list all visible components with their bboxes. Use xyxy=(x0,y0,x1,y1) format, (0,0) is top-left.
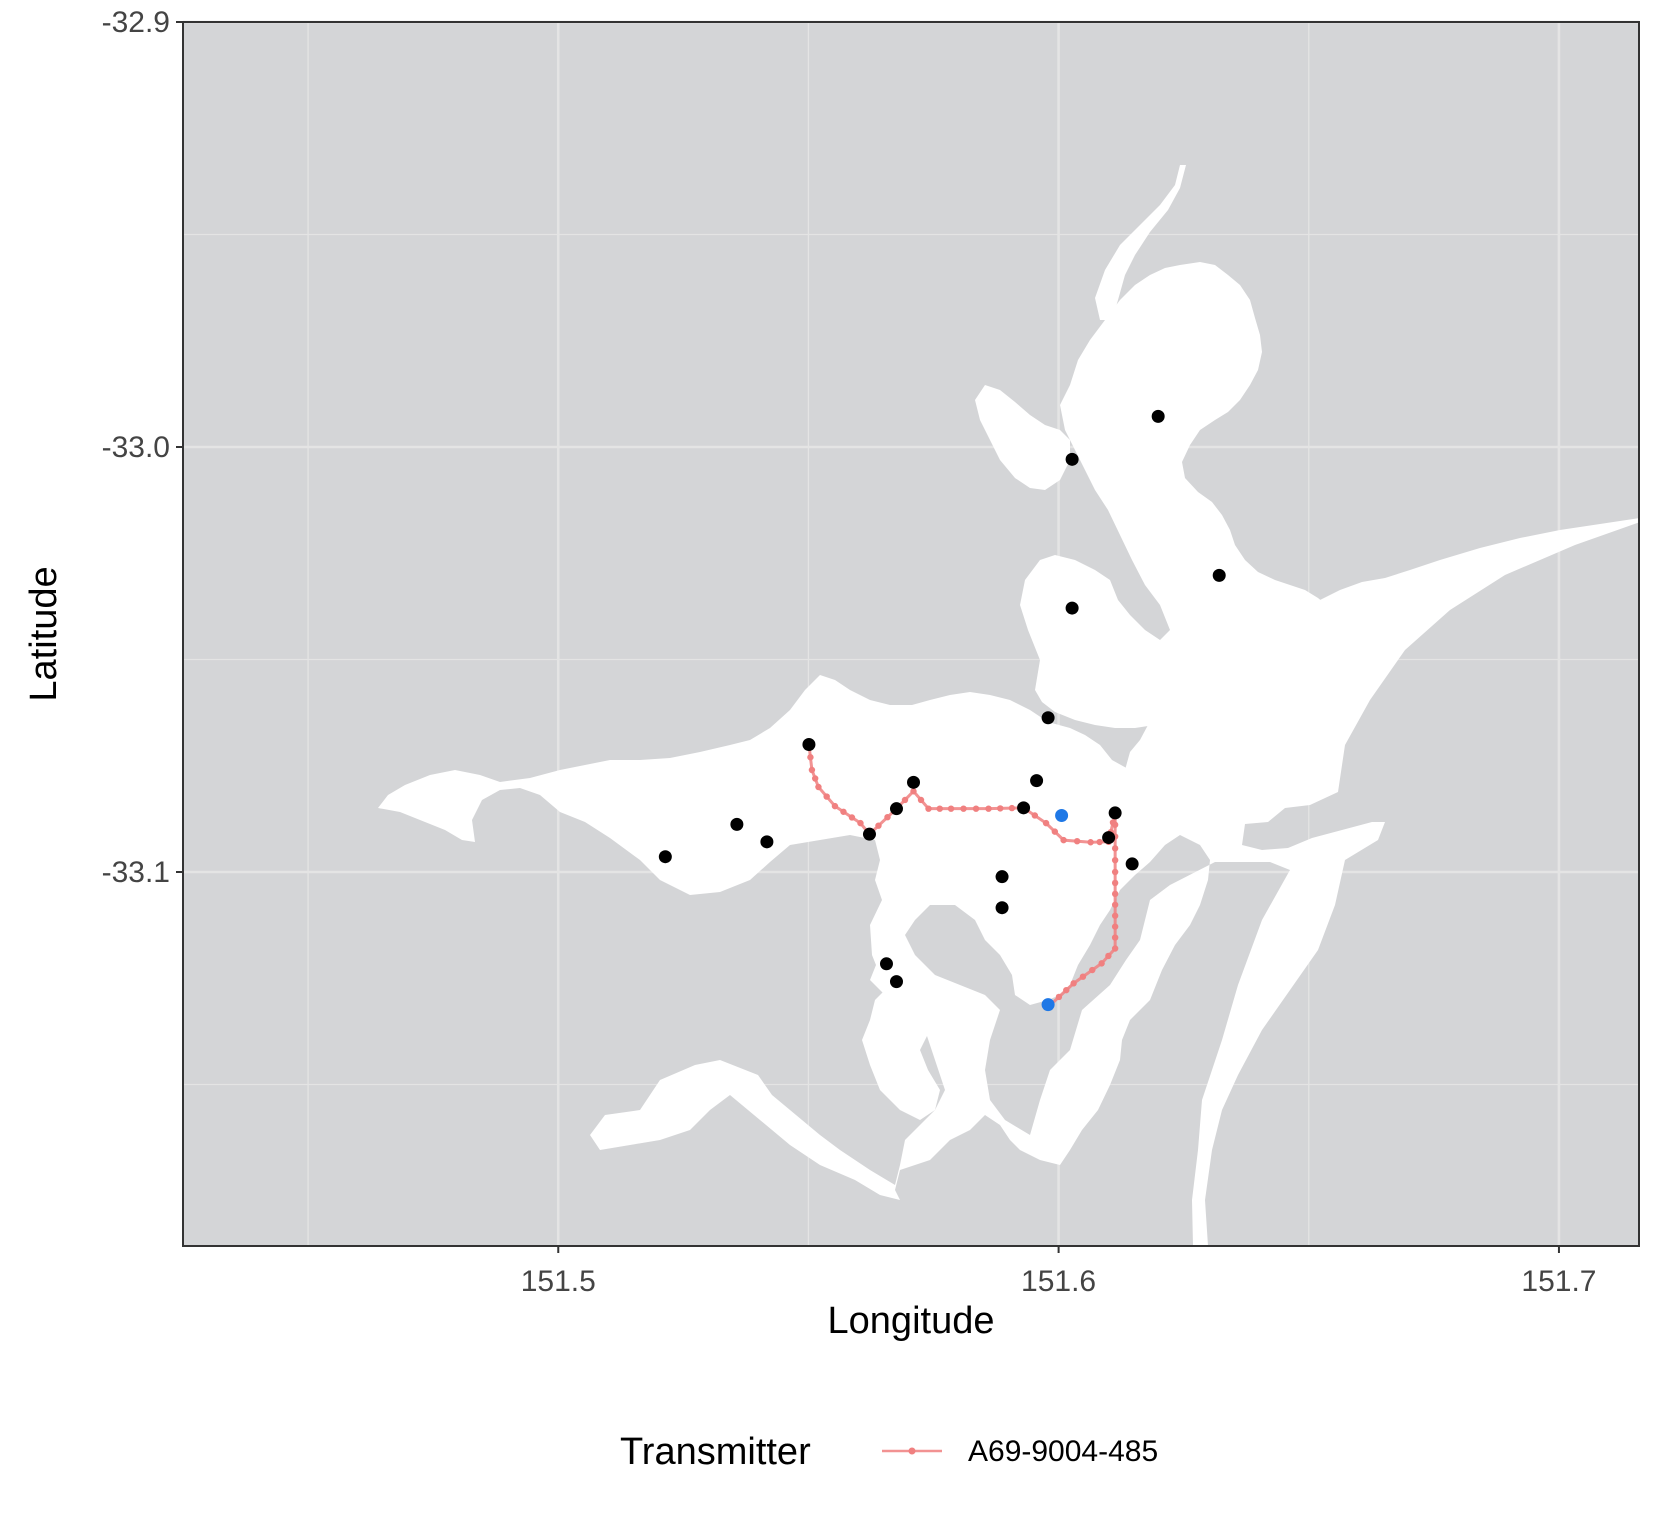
track-line xyxy=(807,744,1117,1005)
track-point xyxy=(1111,945,1119,952)
water-body-north-arm xyxy=(1020,262,1340,728)
x-axis-title: Longitude xyxy=(828,1300,995,1342)
receiver-station-point xyxy=(730,817,744,831)
receiver-station-point xyxy=(1212,568,1226,582)
receiver-station-point xyxy=(1102,831,1116,845)
track-point xyxy=(1105,952,1112,960)
receiver-station-point xyxy=(879,957,893,971)
track-point xyxy=(925,805,932,812)
track-point xyxy=(936,805,943,812)
track-point xyxy=(1089,966,1096,974)
track-point xyxy=(1042,819,1050,827)
water-body-estuary xyxy=(378,675,1200,1120)
receiver-station-point xyxy=(1108,806,1122,820)
track-point xyxy=(1087,839,1094,846)
track-point xyxy=(972,805,980,812)
track-point xyxy=(1051,828,1059,835)
receiver-station-point xyxy=(760,835,774,849)
water-layer xyxy=(378,165,1639,1246)
receiver-station-point xyxy=(658,850,672,864)
track-point xyxy=(1079,973,1087,980)
x-tick-label: 151.7 xyxy=(1521,1265,1596,1298)
receiver-station-point xyxy=(1030,774,1044,788)
track-point xyxy=(1111,845,1119,852)
track-point xyxy=(808,766,816,774)
track-point xyxy=(960,805,967,812)
y-axis-title: Latitude xyxy=(23,566,65,701)
legend-key-point xyxy=(908,1447,916,1455)
receiver-station-point xyxy=(1125,857,1139,871)
track-point xyxy=(1070,980,1077,987)
panel-border xyxy=(182,21,1640,1247)
track-point xyxy=(807,754,814,761)
track-point xyxy=(1111,934,1119,941)
y-tick-label: -33.1 xyxy=(102,856,170,889)
track-point xyxy=(1111,901,1119,908)
receiver-station-point xyxy=(802,738,816,751)
x-tick-label: 151.6 xyxy=(1021,1265,1096,1298)
y-tick-label: -33.0 xyxy=(102,431,170,464)
legend-entry-label: A69-9004-485 xyxy=(968,1435,1158,1468)
track-point xyxy=(1111,879,1119,887)
track-point xyxy=(947,805,955,812)
receiver-station-point xyxy=(995,870,1009,884)
track-point xyxy=(910,788,917,795)
track-point xyxy=(815,783,822,791)
track-point xyxy=(884,813,891,821)
water-body-west-inlet xyxy=(975,385,1070,490)
receiver-station-point xyxy=(907,775,921,789)
receiver-station-point xyxy=(862,827,876,841)
track-point xyxy=(1111,912,1119,919)
track-point xyxy=(1008,804,1016,812)
track-point xyxy=(1111,923,1119,930)
track-endpoint-point xyxy=(1055,808,1069,822)
track-point xyxy=(1031,812,1039,819)
water-body-north-upper xyxy=(1095,165,1186,320)
x-tick-label: 151.5 xyxy=(521,1265,596,1298)
receiver-station-point xyxy=(1065,452,1079,466)
track-point xyxy=(811,775,819,782)
track-point xyxy=(997,805,1004,812)
track-point xyxy=(1098,960,1105,967)
axis-ticks: 151.5 151.6 151.7 -32.9 -33.0 -33.1 xyxy=(102,6,1597,1298)
track-point xyxy=(985,805,992,812)
track-point xyxy=(1111,821,1119,828)
track-point xyxy=(857,819,864,827)
track-point xyxy=(1060,836,1067,844)
receiver-station-point xyxy=(889,802,903,816)
receiver-station-point xyxy=(1065,601,1079,615)
track-point xyxy=(1111,890,1119,898)
track-point xyxy=(917,796,925,804)
track-point xyxy=(875,822,882,829)
track-point xyxy=(848,814,856,821)
track-point xyxy=(901,796,909,804)
endpoint-layer xyxy=(1041,808,1069,1012)
track-point xyxy=(1073,837,1081,845)
legend-title: Transmitter xyxy=(620,1431,811,1473)
receiver-station-point xyxy=(889,975,903,989)
track-point xyxy=(823,793,830,800)
track-point xyxy=(1055,993,1063,1001)
receiver-station-point xyxy=(1151,409,1165,423)
receiver-station-point xyxy=(995,901,1009,915)
track-endpoint-point xyxy=(1041,998,1055,1012)
track-point xyxy=(840,808,847,815)
track-point xyxy=(1111,868,1119,876)
receiver-station-point xyxy=(1017,801,1031,815)
track-point xyxy=(831,802,839,810)
y-tick-label: -32.9 xyxy=(102,6,170,39)
legend: Transmitter A69-9004-485 xyxy=(620,1431,1158,1473)
receiver-layer xyxy=(658,409,1226,989)
track-point xyxy=(1111,856,1119,864)
receiver-station-point xyxy=(1041,711,1055,725)
track-point xyxy=(1063,986,1070,994)
track-point xyxy=(1096,838,1103,846)
